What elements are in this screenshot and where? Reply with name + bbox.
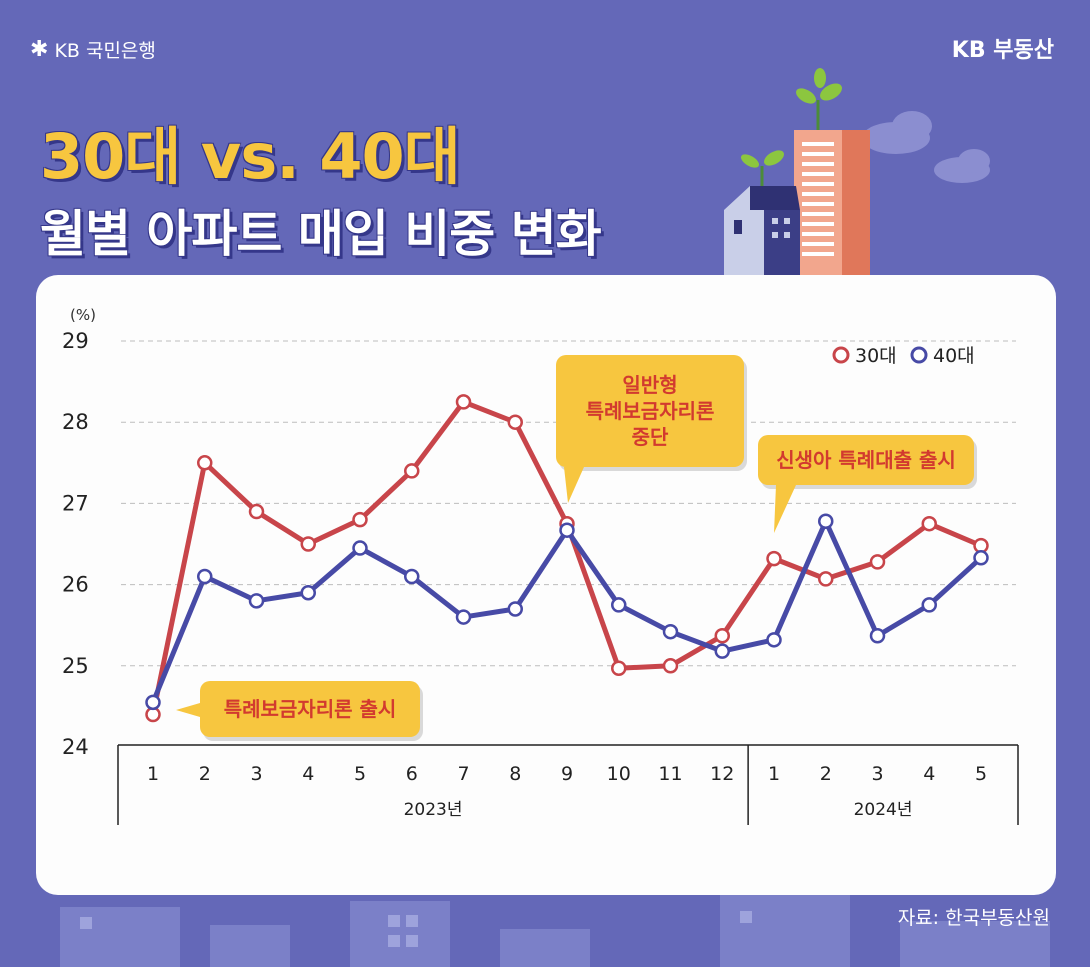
unit-label: (%) <box>70 306 96 324</box>
y-tick-label: 27 <box>62 491 89 515</box>
annotation-line: 중단 <box>632 425 669 449</box>
data-point <box>921 515 937 532</box>
data-point <box>352 511 368 528</box>
legend-label: 30대 <box>855 345 897 367</box>
data-point <box>973 550 989 566</box>
callout-box <box>556 355 744 467</box>
data-point <box>869 554 886 570</box>
annotation-text: 일반형 특례보금자리론 중단 <box>586 373 715 449</box>
source-note: 자료: 한국부동산원 <box>897 907 1050 929</box>
buildings-illustration <box>724 68 990 280</box>
data-point <box>404 463 420 479</box>
data-point <box>611 660 627 676</box>
page-title: 30대 vs. 40대 <box>40 120 461 193</box>
callout-box <box>200 681 420 737</box>
annotation-line: 신생아 특례대출 출시 <box>776 448 956 472</box>
x-tick-label: 10 <box>607 763 631 785</box>
house-icon <box>724 186 800 278</box>
data-point <box>352 540 368 556</box>
x-tick-label: 11 <box>658 763 682 785</box>
callout-pointer <box>774 485 796 533</box>
data-point <box>818 571 834 587</box>
annotation-line: 특례보금자리론 <box>586 399 715 423</box>
x-tick-label: 3 <box>250 763 262 785</box>
data-point <box>455 609 472 625</box>
data-point <box>766 550 782 567</box>
x-tick-label: 1 <box>768 763 780 785</box>
y-tick-label: 24 <box>62 735 89 759</box>
data-point <box>248 593 265 609</box>
annotation-line: 일반형 <box>622 373 677 397</box>
x-tick-label: 7 <box>457 763 469 785</box>
chart-panel: (%) 24 25 26 27 28 29 1 2 3 4 5 6 7 8 9 10 11 12 1 2 3 4 5 2023… <box>36 275 1056 895</box>
callout-pointer <box>564 467 584 503</box>
x-tick-label: 1 <box>147 763 159 785</box>
x-tick-label: 4 <box>923 763 935 785</box>
data-point <box>197 568 213 585</box>
kb-star-icon: ✱ <box>30 37 49 62</box>
data-point <box>248 503 265 520</box>
year-group-label: 2023년 <box>404 800 463 820</box>
y-tick-label: 26 <box>62 573 89 597</box>
annotation-text: 특례보금자리론 출시 <box>224 697 397 721</box>
data-point <box>455 394 472 410</box>
data-point <box>714 628 730 644</box>
data-point <box>300 536 316 552</box>
data-point <box>714 643 730 659</box>
legend-label: 40대 <box>933 345 975 367</box>
x-tick-label: 8 <box>509 763 521 785</box>
y-tick-label: 29 <box>62 329 89 353</box>
x-tick-label: 3 <box>871 763 883 785</box>
data-point <box>766 632 782 648</box>
y-tick-label: 28 <box>62 410 89 434</box>
brand-name-right: KB 부동산 <box>951 38 1054 63</box>
tall-building-icon <box>794 130 870 280</box>
data-point <box>611 597 627 613</box>
data-point <box>662 623 679 640</box>
data-point <box>869 628 886 644</box>
x-tick-label: 5 <box>354 763 366 785</box>
x-tick-label: 5 <box>975 763 987 785</box>
callout-box <box>758 435 974 485</box>
annotation-text: 신생아 특례대출 출시 <box>776 448 956 472</box>
skyline-decoration <box>60 895 1050 967</box>
data-point <box>921 597 937 613</box>
sprout-icon <box>740 68 842 186</box>
data-point <box>404 568 420 585</box>
annotation-line: 특례보금자리론 출시 <box>224 697 397 721</box>
data-point <box>559 522 575 538</box>
legend-marker <box>832 346 850 364</box>
y-tick-label: 25 <box>62 654 89 678</box>
x-tick-label: 12 <box>710 763 734 785</box>
data-point <box>145 694 161 711</box>
data-point <box>507 601 523 617</box>
year-group-label: 2024년 <box>854 800 913 820</box>
x-tick-label: 6 <box>406 763 418 785</box>
brand-logo: ✱ KB 국민은행 <box>30 36 156 63</box>
x-tick-label: 9 <box>561 763 573 785</box>
page-subtitle: 월별 아파트 매입 비중 변화 <box>40 205 602 263</box>
series-line-40s <box>150 518 983 704</box>
data-point <box>197 455 213 471</box>
x-tick-label: 4 <box>302 763 314 785</box>
annotation-callout: 신생아 특례대출 출시 <box>758 435 977 533</box>
callout-pointer <box>176 703 200 717</box>
data-point <box>300 584 316 601</box>
cloud-icon <box>862 111 990 183</box>
brand-name-left: KB 국민은행 <box>54 40 156 62</box>
data-point <box>662 658 679 674</box>
annotation-callout: 일반형 특례보금자리론 중단 <box>556 355 747 503</box>
data-point <box>818 513 834 530</box>
annotation-callout: 특례보금자리론 출시 <box>176 681 423 741</box>
legend-marker <box>910 346 928 364</box>
x-tick-label: 2 <box>199 763 211 785</box>
x-tick-label: 2 <box>820 763 832 785</box>
data-point <box>507 414 523 430</box>
